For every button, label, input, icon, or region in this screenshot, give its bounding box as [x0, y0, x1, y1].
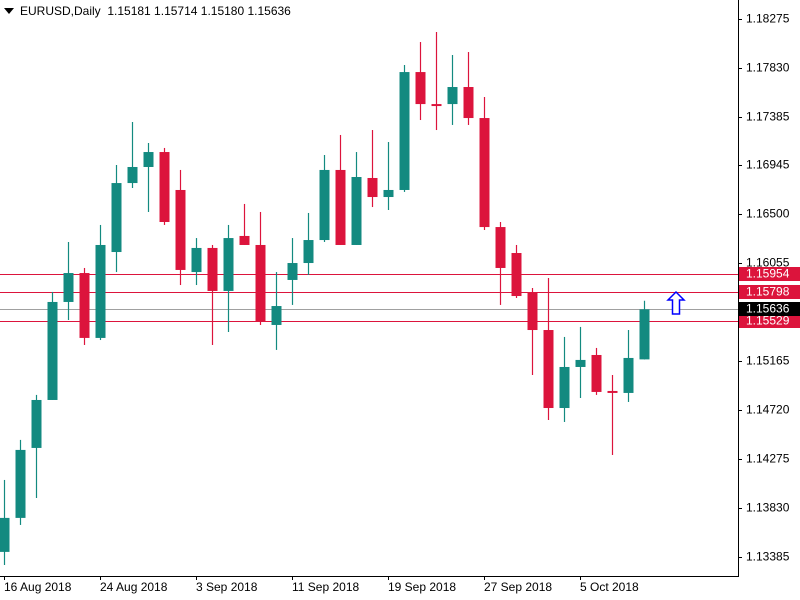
- candle-body: [143, 152, 154, 167]
- price-tag: [739, 285, 800, 299]
- candle-body: [383, 189, 394, 198]
- candle-body: [399, 72, 410, 190]
- candle-body: [591, 354, 602, 392]
- plot-area: [0, 32, 738, 565]
- x-tick-label: 19 Sep 2018: [388, 580, 456, 594]
- x-tick-label: 27 Sep 2018: [484, 580, 552, 594]
- y-tick-label: 1.16055: [746, 256, 790, 270]
- candle-body: [527, 292, 538, 331]
- candle-body: [463, 87, 474, 119]
- y-tick-label: 1.15165: [746, 354, 790, 368]
- candle-body: [639, 309, 650, 360]
- candle-body: [47, 301, 58, 400]
- candle-body: [63, 273, 74, 302]
- y-tick-label: 1.17830: [746, 61, 790, 75]
- candle-body: [175, 189, 186, 270]
- y-tick-label: 1.13830: [746, 501, 790, 515]
- candle-body: [495, 227, 506, 268]
- candle-body: [271, 306, 282, 325]
- y-tick-label: 1.17385: [746, 110, 790, 124]
- candle-body: [191, 247, 202, 273]
- candle-body: [607, 390, 618, 393]
- candle-body: [479, 118, 490, 228]
- candle-body: [623, 357, 634, 393]
- candle-body: [95, 244, 106, 338]
- candle-body: [111, 183, 122, 253]
- candle-body: [559, 366, 570, 409]
- price-tag-label: 1.15954: [746, 267, 790, 281]
- candle-body: [287, 263, 298, 280]
- x-tick-label: 3 Sep 2018: [196, 580, 258, 594]
- candle-body: [511, 253, 522, 297]
- candle-body: [335, 169, 346, 245]
- candle-body: [159, 152, 170, 222]
- candle-body: [415, 72, 426, 105]
- header: EURUSD,Daily 1.15181 1.15714 1.15180 1.1…: [20, 4, 291, 18]
- price-tag-label: 1.15529: [746, 314, 790, 328]
- candle-body: [575, 359, 586, 367]
- x-tick-label: 11 Sep 2018: [292, 580, 359, 594]
- y-tick-label: 1.14720: [746, 403, 790, 417]
- price-tag: [739, 267, 800, 281]
- candle-body: [303, 240, 314, 264]
- candle-body: [543, 330, 554, 409]
- y-tick-label: 1.16500: [746, 207, 790, 221]
- candle-body: [367, 177, 378, 198]
- price-tag-label: 1.15636: [746, 302, 790, 316]
- x-tick-label: 24 Aug 2018: [100, 580, 168, 594]
- candle-body: [207, 247, 218, 291]
- menu-triangle[interactable]: [4, 8, 14, 14]
- y-tick-label: 1.18275: [746, 12, 790, 26]
- candle-body: [79, 273, 90, 338]
- price-tag: [739, 314, 800, 328]
- candle-body: [127, 166, 138, 184]
- candle-body: [255, 244, 266, 322]
- buy-arrow: [666, 290, 686, 315]
- y-tick-label: 1.13385: [746, 550, 790, 564]
- candle-body: [431, 104, 442, 107]
- candle-body: [319, 169, 330, 241]
- candle-body: [31, 399, 42, 448]
- price-tag: [739, 302, 800, 316]
- x-tick-label: 5 Oct 2018: [580, 580, 639, 594]
- candle-body: [239, 235, 250, 245]
- candle-body: [447, 87, 458, 105]
- candle-body: [351, 176, 362, 245]
- x-tick-label: 16 Aug 2018: [4, 580, 72, 594]
- candle-body: [0, 517, 10, 552]
- candle-body: [223, 238, 234, 291]
- candle-body: [15, 449, 26, 518]
- y-tick-label: 1.14275: [746, 452, 790, 466]
- y-tick-label: 1.16945: [746, 158, 790, 172]
- price-tag-label: 1.15798: [746, 285, 790, 299]
